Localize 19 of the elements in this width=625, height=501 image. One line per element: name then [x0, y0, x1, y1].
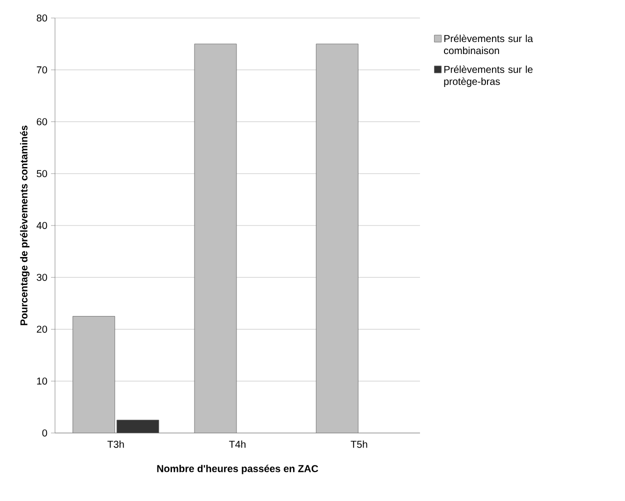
y-tick-label: 20: [36, 326, 48, 333]
y-tick-label: 80: [36, 14, 48, 22]
y-tick-label: 50: [36, 170, 48, 178]
y-tick-label: 70: [36, 66, 48, 74]
legend-label: Prélèvements sur la combinaison: [444, 34, 534, 54]
x-tick-label: T5h: [350, 440, 368, 448]
y-tick-label: 60: [36, 118, 48, 126]
bar: [316, 44, 358, 433]
y-tick-label: 0: [42, 429, 48, 437]
y-axis-title: Pourcentage de prélèvements contaminés: [20, 126, 30, 326]
x-tick-label: T3h: [107, 440, 124, 448]
y-tick-label: 40: [36, 222, 48, 230]
x-tick-label: T4h: [229, 440, 246, 448]
y-tick-label: 10: [37, 378, 48, 385]
legend-label: Prélèvements sur le protège-bras: [444, 66, 533, 87]
bar: [72, 316, 116, 433]
x-axis-title: Nombre d'heures passées en ZAC: [157, 464, 318, 474]
y-tick-label: 30: [36, 274, 48, 281]
bar: [194, 44, 237, 433]
